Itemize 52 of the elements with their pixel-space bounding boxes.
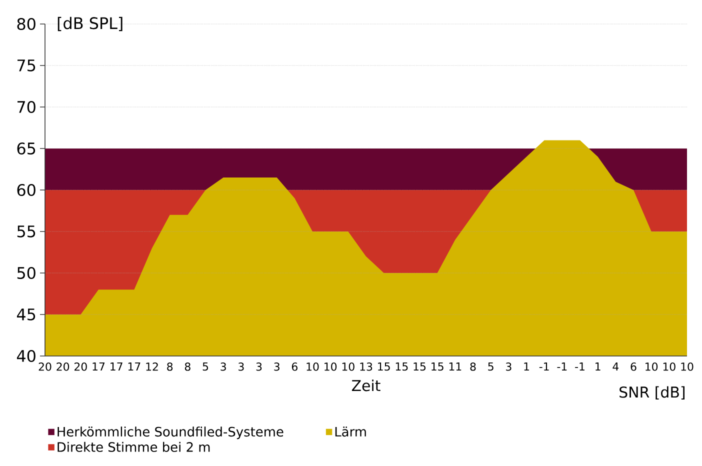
x-tick-label: 1 xyxy=(596,362,600,371)
x-tick-label: 5 xyxy=(488,362,494,371)
text: SNR [dB] xyxy=(620,386,685,400)
y-axis-title: [dB SPL] xyxy=(58,16,122,32)
y-tick-label: 65 xyxy=(17,142,36,155)
x-tick-label: -1 xyxy=(539,362,549,371)
legend-label: Herkömmliche Soundfiled-Systeme xyxy=(58,426,284,440)
x-tick-label: 10 xyxy=(681,362,694,371)
y-tick-label: 75 xyxy=(18,60,36,72)
x-tick-label: 11 xyxy=(449,362,462,371)
y-tick-label: 80 xyxy=(17,18,36,30)
x-tick-label: 3 xyxy=(238,362,244,371)
x-tick-label: 10 xyxy=(342,362,354,371)
x-tick-label: 10 xyxy=(306,362,319,371)
y-tick-label: 45 xyxy=(16,308,36,320)
x-tick-label: 8 xyxy=(184,362,190,371)
y-tick-label: 70 xyxy=(18,100,36,114)
x-tick-label: 20 xyxy=(74,362,87,371)
y-tick-label: 60 xyxy=(17,184,36,196)
x-tick-label: 4 xyxy=(612,362,619,371)
legend-label: Direkte Stimme bei 2 m xyxy=(58,442,210,452)
y-tick-label: 40 xyxy=(16,350,36,362)
x-tick-label: 12 xyxy=(146,362,158,371)
x-tick-label: 3 xyxy=(274,362,280,371)
x-tick-label: 15 xyxy=(414,362,426,371)
x-axis-title: Zeit xyxy=(352,380,380,392)
x-tick-label: 13 xyxy=(360,362,372,371)
x-tick-label: -1 xyxy=(575,362,584,371)
x-tick-label: 17 xyxy=(128,362,140,371)
x-tick-label: 6 xyxy=(292,362,298,371)
x-tick-label: 8 xyxy=(470,362,476,371)
x-tick-label: 6 xyxy=(630,362,636,371)
x-tick-label: 15 xyxy=(432,362,444,371)
x-tick-label: 20 xyxy=(38,362,52,371)
x-tick-label: 17 xyxy=(110,362,122,371)
x-tick-label: 10 xyxy=(663,362,676,371)
y-tick-label: 50 xyxy=(17,266,36,280)
x-tick-label: 8 xyxy=(167,362,173,371)
x-tick-label: 3 xyxy=(220,362,226,371)
x-tick-label: 3 xyxy=(506,362,512,371)
legend-label: Lärm xyxy=(335,426,366,437)
x-tick-label: -1 xyxy=(557,362,567,371)
x-tick-label: 15 xyxy=(396,362,408,371)
y-tick-label: 55 xyxy=(17,226,36,238)
x-tick-label: 5 xyxy=(202,362,208,371)
x-tick-label: 10 xyxy=(646,362,658,371)
x-tick-label: 1 xyxy=(524,362,529,371)
x-tick-label: 20 xyxy=(56,362,70,371)
x-tick-label: 10 xyxy=(324,362,337,371)
x-tick-label: 15 xyxy=(378,362,390,371)
x-tick-label: 3 xyxy=(256,362,262,371)
x-tick-label: 17 xyxy=(92,362,105,371)
